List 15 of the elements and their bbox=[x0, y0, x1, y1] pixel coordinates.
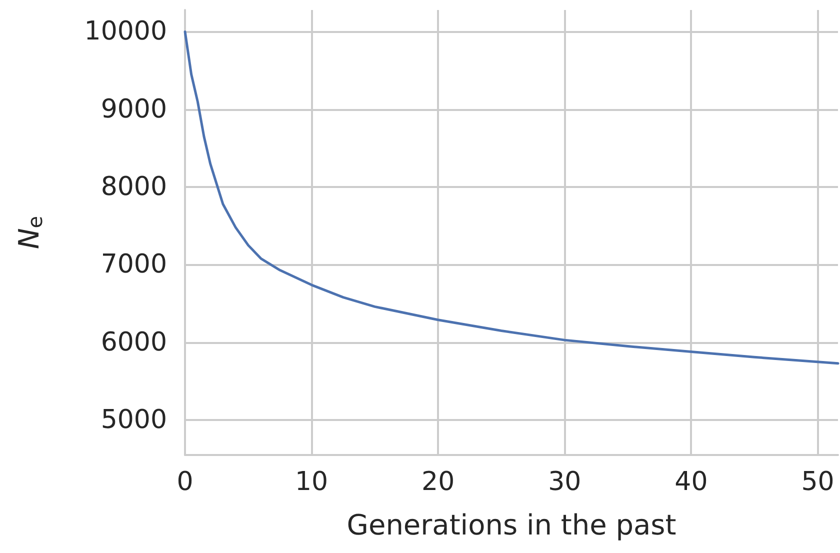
y-tick-label: 9000 bbox=[100, 94, 167, 124]
y-tick-label: 7000 bbox=[100, 250, 167, 280]
x-tick-label: 10 bbox=[295, 467, 328, 497]
y-tick-label: 5000 bbox=[100, 405, 167, 436]
y-tick-label: 8000 bbox=[100, 172, 167, 202]
x-tick-label: 40 bbox=[674, 467, 708, 497]
y-tick-label: 10000 bbox=[84, 16, 167, 47]
x-tick-label: 0 bbox=[176, 467, 194, 497]
y-axis-title: Ne bbox=[12, 216, 47, 250]
x-tick-label: 20 bbox=[422, 467, 455, 497]
x-axis-title: Generations in the past bbox=[346, 508, 676, 542]
x-tick-label: 30 bbox=[548, 467, 582, 497]
y-tick-label: 6000 bbox=[100, 327, 167, 358]
x-tick-label: 50 bbox=[801, 467, 834, 497]
line-series bbox=[184, 30, 840, 365]
